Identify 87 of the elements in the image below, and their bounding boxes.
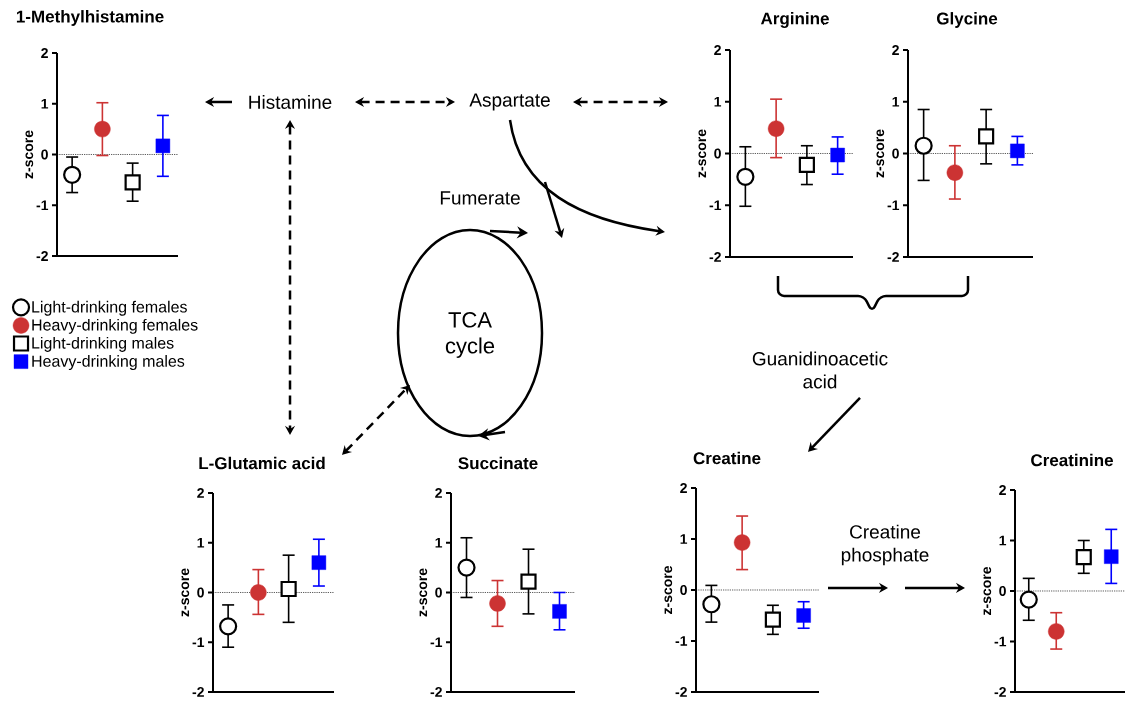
point [914, 136, 933, 155]
y-tick-label: 1 [999, 535, 1007, 546]
point [796, 608, 811, 623]
point [489, 595, 506, 612]
y-tick-label: 2 [999, 485, 1006, 495]
point [733, 534, 751, 551]
y-tick-label: 0 [41, 149, 48, 160]
point [94, 120, 111, 138]
y-axis-title: z-score [983, 566, 992, 615]
chart-title: 1-Methylhistamine [16, 10, 164, 26]
point [219, 617, 238, 636]
y-tick-label: -2 [675, 687, 687, 697]
y-tick-label: -1 [192, 637, 205, 648]
point [1075, 549, 1092, 566]
chart-title: Creatine [693, 451, 761, 465]
text: Guanidinoacetic acid [752, 351, 888, 389]
point [702, 595, 721, 614]
y-tick-label: -1 [709, 200, 722, 211]
point [767, 120, 785, 137]
y-tick-label: 0 [197, 587, 204, 598]
point [1010, 143, 1025, 159]
y-tick-label: 0 [714, 148, 721, 159]
text: Aspartate [469, 93, 550, 111]
y-tick-label: 0 [999, 586, 1006, 596]
y-tick-label: -1 [36, 200, 49, 211]
y-tick-label: 1 [714, 96, 722, 107]
y-tick-label: 2 [197, 488, 204, 498]
text: Histamine [249, 95, 332, 109]
y-tick-label: 1 [197, 537, 205, 548]
legend-label: Light-drinking females [32, 300, 187, 316]
point [1048, 623, 1065, 640]
y-tick-label: 2 [41, 48, 48, 58]
y-tick-label: 0 [680, 585, 687, 595]
y-tick-label: 2 [435, 488, 442, 498]
point [764, 611, 781, 628]
chart-title: Arginine [760, 12, 829, 28]
point [946, 164, 964, 181]
point [1104, 549, 1119, 564]
point [798, 156, 815, 173]
y-tick-label: 0 [892, 148, 899, 159]
point [280, 580, 297, 598]
y-tick-label: -2 [994, 687, 1006, 697]
chart-title: Glycine [936, 12, 998, 28]
y-axis-title: z-score [876, 129, 885, 178]
y-tick-label: -2 [192, 687, 204, 697]
point [736, 167, 755, 186]
y-tick-label: -2 [36, 251, 48, 261]
legend-label: Light-drinking males [32, 336, 174, 352]
point [978, 128, 995, 145]
point [155, 138, 171, 154]
text: TCA cycle [445, 312, 495, 358]
y-tick-label: 2 [714, 45, 721, 55]
point [552, 604, 567, 619]
y-tick-label: -1 [994, 636, 1007, 647]
point [457, 558, 476, 577]
point [520, 573, 537, 590]
y-axis-title: z-score [25, 130, 34, 179]
y-axis-title: z-score [698, 129, 707, 178]
y-tick-label: -1 [675, 636, 688, 646]
legend-label: Heavy-drinking females [32, 318, 198, 334]
chart-title: Creatinine [1031, 453, 1113, 467]
y-axis-title: z-score [664, 565, 673, 614]
point [1019, 590, 1038, 609]
chart-title: L-Glutamic acid [199, 456, 325, 470]
y-tick-label: -1 [887, 200, 900, 211]
y-tick-label: 1 [41, 98, 49, 109]
y-tick-label: -2 [709, 252, 721, 262]
y-axis-title: z-score [181, 568, 190, 617]
chart-title: Succinate [458, 456, 538, 470]
y-axis-title: z-score [419, 568, 428, 617]
y-tick-label: 1 [435, 537, 443, 548]
point [830, 147, 845, 163]
y-tick-label: 1 [680, 534, 688, 544]
point [250, 584, 267, 601]
y-tick-label: 1 [892, 96, 900, 107]
point [63, 165, 82, 184]
y-tick-label: -2 [887, 252, 899, 262]
y-tick-label: -2 [430, 687, 442, 697]
y-tick-label: 2 [892, 45, 899, 55]
y-tick-label: 0 [435, 587, 442, 598]
text: Creatine phosphate [841, 524, 929, 566]
y-tick-label: -1 [430, 637, 443, 648]
y-tick-label: 2 [680, 483, 687, 493]
text: Fumerate [440, 191, 520, 205]
point [124, 174, 141, 191]
point [311, 555, 327, 570]
legend-label: Heavy-drinking males [32, 355, 185, 370]
